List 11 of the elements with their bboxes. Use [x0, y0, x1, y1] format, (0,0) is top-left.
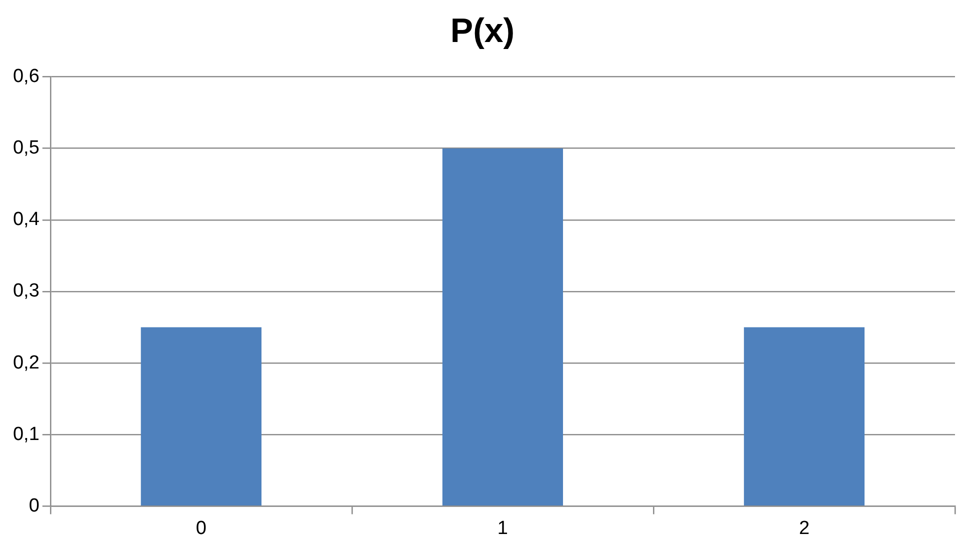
y-tick-label: 0,5 [12, 138, 40, 159]
x-tick-label: 1 [497, 518, 508, 539]
x-tick-label: 0 [196, 518, 206, 539]
y-tick-label: 0,1 [12, 424, 40, 445]
y-tick-label: 0,3 [12, 280, 40, 302]
x-tick-label: 2 [798, 518, 810, 539]
y-tick-label: 0,2 [12, 352, 40, 374]
y-tick-label: 0,6 [12, 66, 40, 88]
y-tick-label: 0,4 [12, 209, 40, 230]
chart-title: P(x) [450, 12, 515, 50]
y-tick-label: 0 [28, 495, 40, 516]
